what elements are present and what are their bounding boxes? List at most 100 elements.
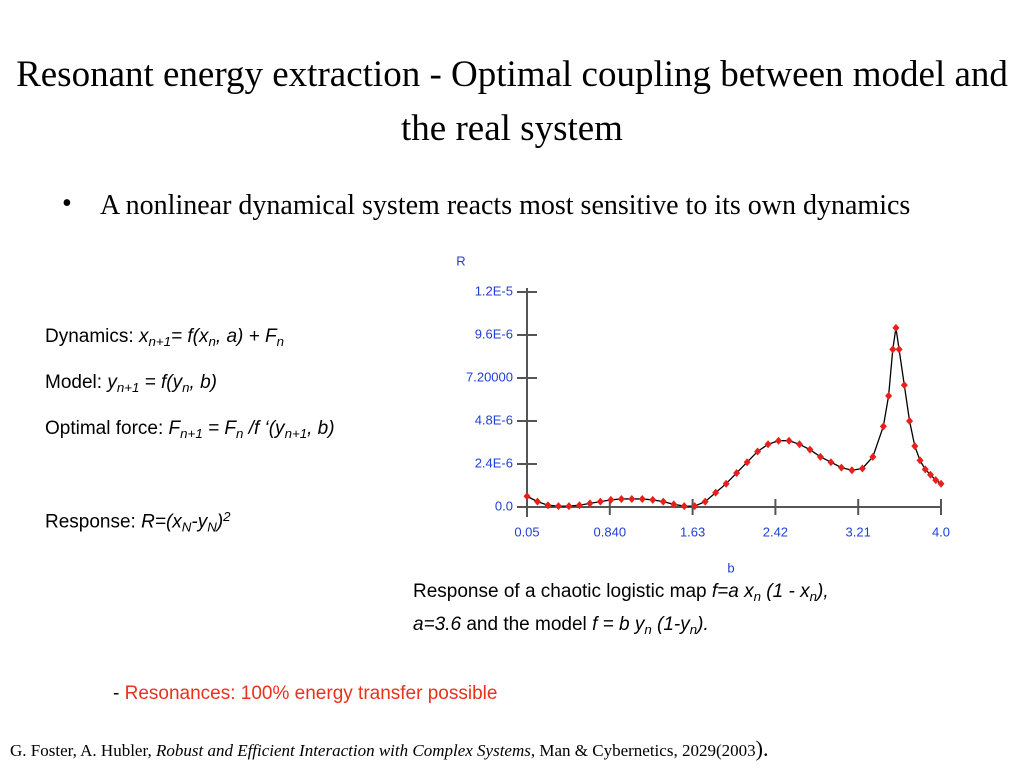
footer: G. Foster, A. Hubler, Robust and Efficie… [10, 736, 769, 762]
data-point [691, 502, 699, 511]
data-point [796, 440, 804, 449]
text-segment: f=a x [711, 581, 754, 602]
data-point [712, 488, 720, 497]
formula: Dynamics: xn+1= f(xn, a) + Fn [45, 326, 284, 349]
x-tick-label: 4.0 [932, 524, 950, 539]
data-point [906, 417, 914, 425]
data-point [554, 502, 562, 511]
text-segment: x [138, 326, 149, 347]
data-point [523, 492, 531, 501]
text-segment: , Man & Cybernetics, 2029(2003 [530, 741, 756, 760]
data-point [879, 422, 887, 431]
text-segment: a=3.6 [413, 614, 462, 635]
x-tick-label: 1.63 [680, 524, 705, 539]
data-point [827, 458, 835, 467]
x-tick-label: 0.840 [594, 524, 627, 539]
data-point [869, 452, 877, 461]
text-segment: 2 [223, 509, 231, 524]
data-point [565, 502, 573, 511]
y-tick-label: 2.4E-6 [475, 455, 513, 470]
y-tick-label: 9.6E-6 [475, 326, 513, 341]
data-point [858, 464, 866, 473]
text-segment: Response of a chaotic logistic map [413, 581, 712, 602]
y-axis-label: R [456, 253, 465, 268]
x-tick-label: 3.21 [846, 524, 871, 539]
data-point [733, 468, 741, 477]
data-point [927, 470, 935, 479]
data-point [900, 381, 908, 390]
text-segment: = f(x [171, 326, 209, 347]
text-segment: (1-y [651, 614, 690, 635]
data-point [628, 494, 636, 503]
text-segment: n+1 [116, 379, 140, 395]
data-point [649, 495, 657, 504]
text-segment: = F [202, 418, 236, 439]
data-point [806, 445, 814, 454]
text-segment: F [168, 418, 181, 439]
text-segment: ). [755, 736, 769, 761]
text-segment: n [182, 379, 190, 395]
data-point [617, 494, 625, 503]
data-point [916, 456, 924, 465]
data-point [754, 447, 762, 456]
text-segment: /f ‘(y [243, 418, 285, 439]
formula: Model: yn+1 = f(yn, b) [45, 372, 217, 395]
y-tick-label: 1.2E-5 [475, 283, 513, 298]
text-segment: Robust and Efficient Interaction with Co… [155, 741, 531, 760]
data-point [911, 442, 919, 451]
data-point [816, 452, 824, 461]
text-segment: n [276, 333, 285, 349]
caption: Response of a chaotic logistic map f=a x… [413, 581, 829, 604]
x-tick-label: 2.42 [763, 524, 788, 539]
data-point [921, 465, 929, 474]
data-point [764, 440, 772, 449]
text-segment: G. Foster, A. Hubler, [10, 741, 156, 760]
data-point [544, 501, 552, 510]
data-point [586, 499, 594, 508]
text-segment: Response: [45, 511, 142, 533]
text-segment: and the model [461, 614, 593, 635]
text-segment: (1 - x [761, 581, 810, 602]
series-line [526, 327, 942, 507]
text-segment: n+1 [180, 425, 203, 441]
text-segment: ), [817, 581, 829, 602]
data-point [680, 502, 688, 511]
text-segment: n [208, 333, 216, 349]
data-point [596, 497, 604, 506]
text-segment: , b) [189, 372, 217, 393]
y-tick-label: 4.8E-6 [475, 412, 513, 427]
text-segment: n+1 [284, 425, 308, 441]
data-point [932, 476, 940, 485]
y-tick-label: 0.0 [495, 498, 513, 513]
data-point [670, 500, 678, 509]
text-segment: N [207, 519, 217, 535]
text-segment: n [809, 588, 817, 604]
text-segment: Model: [45, 372, 108, 393]
text-segment: y [107, 372, 117, 393]
note: - Resonances: 100% energy transfer possi… [113, 683, 497, 705]
data-point [533, 497, 541, 506]
data-point [785, 436, 793, 445]
data-point [895, 345, 903, 354]
data-point [885, 391, 893, 400]
text-segment: Optimal force: [45, 418, 169, 439]
text-segment: ). [697, 614, 709, 635]
text-segment: n [753, 588, 762, 604]
data-point [701, 497, 709, 506]
y-tick-label: 7.20000 [466, 369, 513, 384]
data-point [889, 345, 897, 354]
data-point [837, 463, 845, 472]
text-segment: f = b y [592, 614, 645, 635]
text-segment: -y [191, 511, 208, 533]
data-point [743, 458, 751, 467]
x-axis-label: b [727, 560, 734, 575]
text-segment: Dynamics: [45, 326, 139, 347]
data-point [775, 436, 783, 445]
data-point [892, 323, 900, 332]
text-segment: n [644, 621, 652, 637]
text-segment: n [689, 621, 698, 637]
title: Resonant energy extraction - Optimal cou… [16, 54, 1008, 149]
text-segment: , b) [307, 418, 335, 439]
